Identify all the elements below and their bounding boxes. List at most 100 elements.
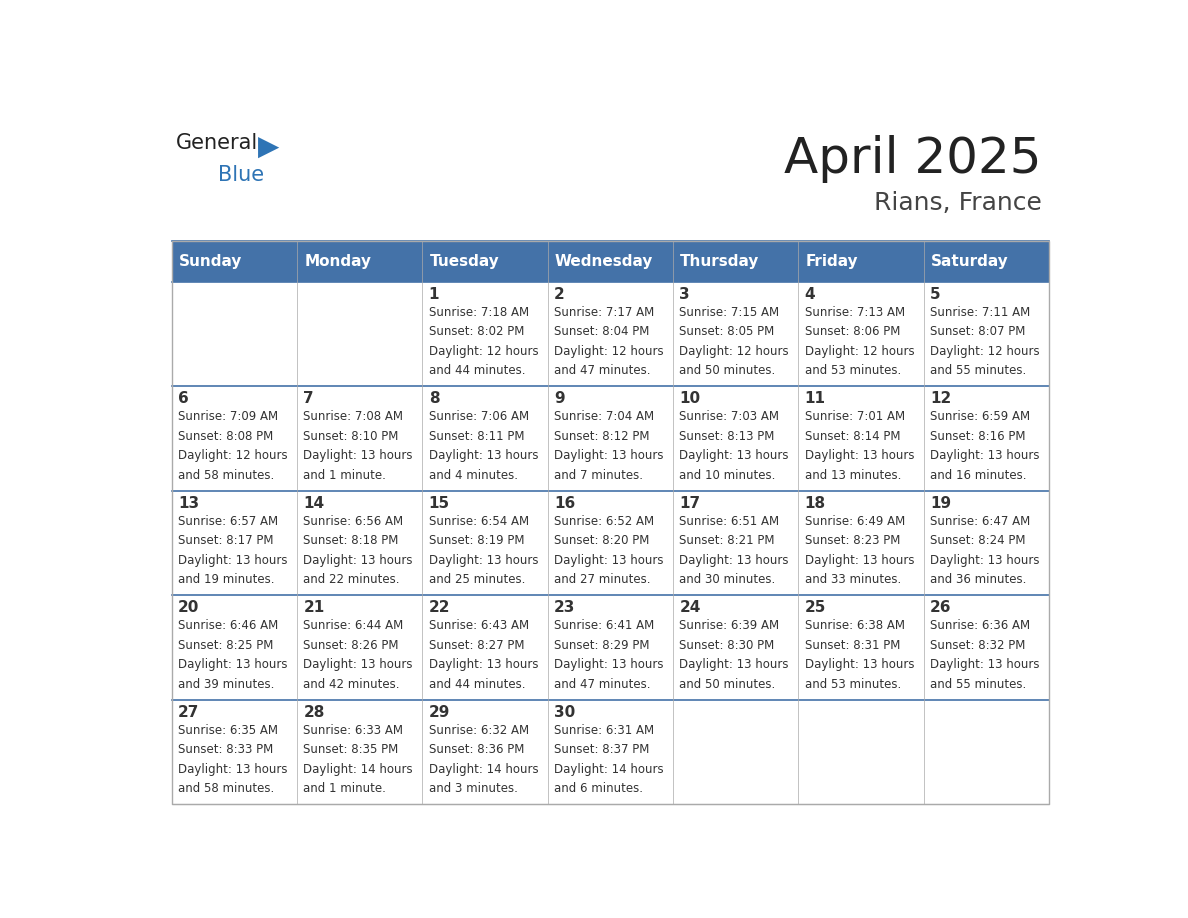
Text: Saturday: Saturday bbox=[931, 254, 1009, 269]
Text: Sunrise: 6:32 AM: Sunrise: 6:32 AM bbox=[429, 724, 529, 737]
Bar bbox=[422, 386, 548, 491]
Text: Daylight: 12 hours: Daylight: 12 hours bbox=[930, 345, 1040, 358]
Text: Daylight: 13 hours: Daylight: 13 hours bbox=[178, 658, 287, 671]
Text: Sunset: 8:25 PM: Sunset: 8:25 PM bbox=[178, 639, 273, 652]
Bar bbox=[923, 700, 1049, 804]
Text: General: General bbox=[176, 133, 258, 152]
Bar bbox=[422, 241, 548, 282]
Text: Sunset: 8:21 PM: Sunset: 8:21 PM bbox=[680, 534, 775, 547]
Text: Sunset: 8:31 PM: Sunset: 8:31 PM bbox=[804, 639, 901, 652]
Text: Daylight: 13 hours: Daylight: 13 hours bbox=[429, 658, 538, 671]
Text: Daylight: 13 hours: Daylight: 13 hours bbox=[680, 658, 789, 671]
Text: Daylight: 13 hours: Daylight: 13 hours bbox=[680, 554, 789, 566]
Text: and 58 minutes.: and 58 minutes. bbox=[178, 782, 274, 795]
Text: Sunset: 8:06 PM: Sunset: 8:06 PM bbox=[804, 325, 901, 339]
Text: 25: 25 bbox=[804, 600, 826, 615]
Bar bbox=[171, 386, 297, 491]
Text: Daylight: 13 hours: Daylight: 13 hours bbox=[554, 449, 664, 463]
Text: April 2025: April 2025 bbox=[784, 135, 1042, 183]
Bar bbox=[798, 386, 923, 491]
Text: Monday: Monday bbox=[304, 254, 371, 269]
Text: Sunday: Sunday bbox=[179, 254, 242, 269]
Text: Sunrise: 7:17 AM: Sunrise: 7:17 AM bbox=[554, 306, 655, 319]
Text: Daylight: 13 hours: Daylight: 13 hours bbox=[429, 449, 538, 463]
Bar bbox=[297, 491, 422, 596]
Bar bbox=[923, 282, 1049, 386]
Polygon shape bbox=[258, 137, 279, 158]
Text: 1: 1 bbox=[429, 286, 440, 302]
Text: 17: 17 bbox=[680, 496, 701, 510]
Text: Friday: Friday bbox=[805, 254, 858, 269]
Text: Sunrise: 7:03 AM: Sunrise: 7:03 AM bbox=[680, 410, 779, 423]
Text: Sunrise: 6:52 AM: Sunrise: 6:52 AM bbox=[554, 515, 655, 528]
Text: 6: 6 bbox=[178, 391, 189, 407]
Text: 8: 8 bbox=[429, 391, 440, 407]
Text: Daylight: 12 hours: Daylight: 12 hours bbox=[178, 449, 287, 463]
Text: Daylight: 13 hours: Daylight: 13 hours bbox=[930, 554, 1040, 566]
Text: and 42 minutes.: and 42 minutes. bbox=[303, 677, 400, 690]
Text: and 50 minutes.: and 50 minutes. bbox=[680, 677, 776, 690]
Bar bbox=[422, 700, 548, 804]
Text: Sunset: 8:32 PM: Sunset: 8:32 PM bbox=[930, 639, 1025, 652]
Text: Daylight: 13 hours: Daylight: 13 hours bbox=[554, 554, 664, 566]
Text: Daylight: 13 hours: Daylight: 13 hours bbox=[178, 554, 287, 566]
Bar bbox=[171, 282, 297, 386]
Text: Daylight: 12 hours: Daylight: 12 hours bbox=[804, 345, 915, 358]
Text: Sunset: 8:14 PM: Sunset: 8:14 PM bbox=[804, 430, 901, 442]
Text: 23: 23 bbox=[554, 600, 575, 615]
Text: 28: 28 bbox=[303, 705, 324, 720]
Text: Sunset: 8:17 PM: Sunset: 8:17 PM bbox=[178, 534, 273, 547]
Text: Daylight: 14 hours: Daylight: 14 hours bbox=[429, 763, 538, 776]
Text: and 36 minutes.: and 36 minutes. bbox=[930, 573, 1026, 586]
Text: Daylight: 13 hours: Daylight: 13 hours bbox=[680, 449, 789, 463]
Text: 11: 11 bbox=[804, 391, 826, 407]
Text: Sunrise: 7:09 AM: Sunrise: 7:09 AM bbox=[178, 410, 278, 423]
Bar bbox=[422, 491, 548, 596]
Text: Sunrise: 6:35 AM: Sunrise: 6:35 AM bbox=[178, 724, 278, 737]
Text: Daylight: 13 hours: Daylight: 13 hours bbox=[930, 658, 1040, 671]
Text: and 55 minutes.: and 55 minutes. bbox=[930, 677, 1026, 690]
Bar bbox=[672, 596, 798, 700]
Text: and 16 minutes.: and 16 minutes. bbox=[930, 469, 1026, 482]
Text: Sunset: 8:24 PM: Sunset: 8:24 PM bbox=[930, 534, 1025, 547]
Text: and 6 minutes.: and 6 minutes. bbox=[554, 782, 643, 795]
Text: and 44 minutes.: and 44 minutes. bbox=[429, 677, 525, 690]
Text: Daylight: 13 hours: Daylight: 13 hours bbox=[804, 658, 915, 671]
Text: and 13 minutes.: and 13 minutes. bbox=[804, 469, 901, 482]
Text: Sunset: 8:26 PM: Sunset: 8:26 PM bbox=[303, 639, 399, 652]
Text: Sunrise: 7:01 AM: Sunrise: 7:01 AM bbox=[804, 410, 905, 423]
Text: Sunset: 8:33 PM: Sunset: 8:33 PM bbox=[178, 744, 273, 756]
Text: and 4 minutes.: and 4 minutes. bbox=[429, 469, 518, 482]
Text: 24: 24 bbox=[680, 600, 701, 615]
Text: Sunrise: 7:06 AM: Sunrise: 7:06 AM bbox=[429, 410, 529, 423]
Text: 26: 26 bbox=[930, 600, 952, 615]
Text: Sunrise: 6:57 AM: Sunrise: 6:57 AM bbox=[178, 515, 278, 528]
Text: Daylight: 12 hours: Daylight: 12 hours bbox=[429, 345, 538, 358]
Text: Sunrise: 6:31 AM: Sunrise: 6:31 AM bbox=[554, 724, 655, 737]
Text: and 39 minutes.: and 39 minutes. bbox=[178, 677, 274, 690]
Text: and 44 minutes.: and 44 minutes. bbox=[429, 364, 525, 377]
Text: Daylight: 13 hours: Daylight: 13 hours bbox=[303, 554, 412, 566]
Text: Sunrise: 7:18 AM: Sunrise: 7:18 AM bbox=[429, 306, 529, 319]
Bar bbox=[297, 386, 422, 491]
Text: and 47 minutes.: and 47 minutes. bbox=[554, 677, 651, 690]
Bar bbox=[548, 700, 672, 804]
Bar bbox=[798, 491, 923, 596]
Text: Sunset: 8:23 PM: Sunset: 8:23 PM bbox=[804, 534, 901, 547]
Text: Daylight: 13 hours: Daylight: 13 hours bbox=[804, 554, 915, 566]
Text: and 27 minutes.: and 27 minutes. bbox=[554, 573, 651, 586]
Bar bbox=[923, 241, 1049, 282]
Text: Daylight: 13 hours: Daylight: 13 hours bbox=[804, 449, 915, 463]
Text: 13: 13 bbox=[178, 496, 200, 510]
Text: Sunset: 8:16 PM: Sunset: 8:16 PM bbox=[930, 430, 1025, 442]
Text: and 7 minutes.: and 7 minutes. bbox=[554, 469, 643, 482]
Text: Sunrise: 7:15 AM: Sunrise: 7:15 AM bbox=[680, 306, 779, 319]
Bar bbox=[798, 282, 923, 386]
Bar bbox=[672, 386, 798, 491]
Text: Rians, France: Rians, France bbox=[873, 192, 1042, 216]
Text: and 1 minute.: and 1 minute. bbox=[303, 469, 386, 482]
Bar bbox=[297, 700, 422, 804]
Text: and 55 minutes.: and 55 minutes. bbox=[930, 364, 1026, 377]
Text: 19: 19 bbox=[930, 496, 952, 510]
Text: Sunrise: 6:43 AM: Sunrise: 6:43 AM bbox=[429, 620, 529, 633]
